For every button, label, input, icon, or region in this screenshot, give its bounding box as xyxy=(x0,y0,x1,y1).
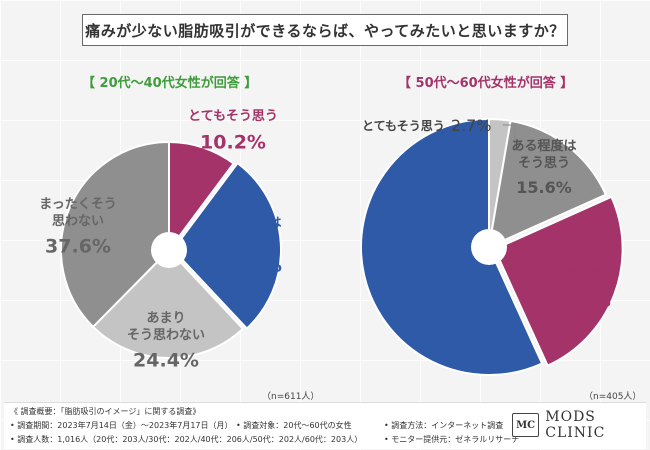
slice-value-label: 56.8% xyxy=(372,277,438,299)
pie-center-hole xyxy=(151,232,187,268)
slice-label: まったくそう xyxy=(39,197,116,212)
survey-target: • 調査対象：20代〜60代の女性 xyxy=(236,421,352,430)
slice-label: あまり xyxy=(146,311,185,326)
pie-slice-4 xyxy=(360,117,544,376)
pie-charts: とてもそう思う10.2%ある程度はそう思う27.8%あまりそう思わない24.4%… xyxy=(39,109,624,376)
right-chart-title: 【 50代〜60代女性が回答 】 xyxy=(398,76,574,91)
pie-chart-right: とてもそう思う 2.7%ある程度はそう思う15.6%あまりそう思わない24.9%ま… xyxy=(360,116,624,376)
slice-value-label: 24.9% xyxy=(545,289,611,311)
slice-label: そう思わない xyxy=(366,255,444,270)
survey-provider: • モニター提供元：ゼネラルリサーチ xyxy=(384,435,520,444)
slice-label: とてもそう思う xyxy=(362,119,445,133)
logo-mark: MC xyxy=(512,413,540,437)
slice-value-label: 10.2% xyxy=(200,131,266,153)
survey-people: • 調査人数：1,016人（20代：203人/30代：202人/40代：206人… xyxy=(10,435,363,444)
slice-label: とてもそう思う xyxy=(188,109,278,124)
pie-center-hole xyxy=(471,229,507,265)
right-sample-size: （n=405人） xyxy=(584,392,642,402)
slice-label: そう思う xyxy=(518,156,570,171)
pie-slice-3 xyxy=(493,195,624,367)
slice-label: そう思わない xyxy=(127,328,205,343)
slice-label: ある程度は xyxy=(511,138,576,154)
slice-label: そう思う xyxy=(223,233,275,248)
survey-heading: 《 調査概要：「脂肪吸引のイメージ」に関する調査》 xyxy=(10,407,201,416)
slice-value-label: 15.6% xyxy=(516,178,572,197)
slice-label: 思わない xyxy=(52,214,104,229)
slice-value-label: 27.8% xyxy=(216,254,282,276)
slice-label: あまり xyxy=(558,249,597,264)
pie-slice-3 xyxy=(91,248,245,359)
pie-slice-2 xyxy=(171,161,282,330)
left-sample-size: （n=611人） xyxy=(262,392,320,402)
slice-value-label: 24.4% xyxy=(133,349,199,371)
pie-slice-4 xyxy=(60,140,170,329)
slice-label: まったく xyxy=(379,237,430,252)
page-title: 痛みが少ない脂肪吸引ができるならば、やってみたいと思いますか？ xyxy=(82,14,568,46)
slice-value-label: 2.7% xyxy=(451,116,492,135)
slice-label: ある程度は xyxy=(216,215,281,231)
survey-method: • 調査方法：インターネット調査 xyxy=(384,421,504,430)
logo-text: MODS CLINIC xyxy=(545,409,606,441)
pie-slice-2 xyxy=(487,119,608,249)
slice-value-label: 37.6% xyxy=(45,235,111,257)
survey-period: • 調査期間：2023年7月14日（金）〜2023年7月17日（月） xyxy=(10,421,233,430)
left-chart-title: 【 20代〜40代女性が回答 】 xyxy=(82,76,258,91)
brand-logo: MC MODS CLINIC xyxy=(512,409,650,441)
leader-line xyxy=(502,124,516,152)
slice-label: そう思わない xyxy=(539,267,617,282)
